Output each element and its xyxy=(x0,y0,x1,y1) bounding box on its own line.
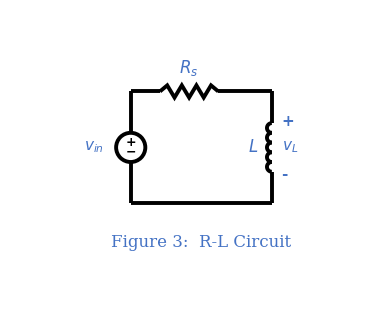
Text: -: - xyxy=(282,167,288,182)
Text: +: + xyxy=(282,114,294,129)
Text: −: − xyxy=(125,146,136,159)
Text: $v_L$: $v_L$ xyxy=(282,140,298,155)
Text: $v_{in}$: $v_{in}$ xyxy=(84,140,104,155)
Text: $L$: $L$ xyxy=(248,139,258,156)
Text: +: + xyxy=(125,136,136,149)
Text: Figure 3:  R-L Circuit: Figure 3: R-L Circuit xyxy=(111,234,291,251)
Text: $R_s$: $R_s$ xyxy=(179,58,199,78)
